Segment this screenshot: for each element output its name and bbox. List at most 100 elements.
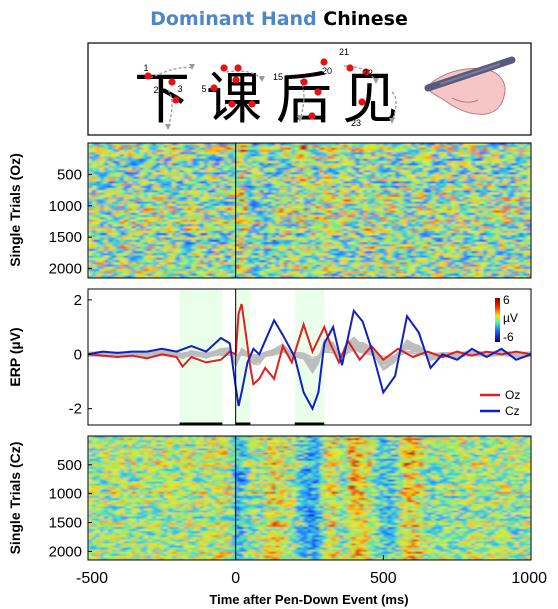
heatmap-cell (319, 163, 325, 167)
heatmap-cell (295, 219, 301, 223)
heatmap-cell (247, 226, 253, 230)
heatmap-cell (463, 161, 468, 164)
heatmap-cell (119, 226, 125, 230)
heatmap-cell (303, 181, 309, 185)
heatmap-cell (363, 226, 368, 230)
heatmap-cell (475, 190, 480, 194)
heatmap-cell (451, 235, 456, 239)
heatmap-cell (487, 179, 492, 182)
heatmap-cell (375, 224, 380, 227)
heatmap-cell (483, 226, 488, 230)
heatmap-cell (331, 235, 337, 239)
heatmap-cell (435, 176, 440, 180)
heatmap-cell (375, 194, 380, 198)
heatmap-cell (191, 154, 197, 158)
heatmap-cell (191, 206, 197, 209)
heatmap-cell (131, 149, 137, 153)
hand-writing-stylus-icon (424, 56, 516, 115)
heatmap-cell (519, 208, 524, 212)
heatmap-cell (475, 183, 480, 187)
heatmap-cell (203, 161, 209, 164)
heatmap-cell (475, 230, 480, 234)
heatmap-cell (103, 179, 109, 182)
heatmap-cell (503, 221, 508, 225)
heatmap-cell (507, 183, 512, 187)
heatmap-cell (211, 221, 217, 225)
heatmap-cell (315, 239, 321, 243)
heatmap-cell (503, 190, 508, 194)
heatmap-cell (155, 188, 161, 191)
heatmap-cell (307, 154, 313, 158)
heatmap-cell (271, 239, 277, 243)
heatmap-cell (271, 228, 277, 232)
heatmap-cell (395, 221, 400, 225)
heatmap-cell (363, 210, 368, 214)
heatmap-cell (203, 156, 209, 160)
heatmap-cell (143, 230, 149, 234)
heatmap-cell (419, 239, 424, 243)
heatmap-cell (387, 194, 392, 198)
heatmap-cell (251, 161, 257, 164)
heatmap-cell (371, 143, 376, 146)
heatmap-cell (499, 208, 504, 212)
heatmap-cell (395, 226, 400, 230)
heatmap-cell (427, 192, 432, 196)
heatmap-cell (371, 158, 376, 162)
heatmap-cell (331, 199, 337, 203)
heatmap-cell (407, 158, 412, 162)
heatmap-cell (343, 181, 349, 185)
heatmap-cell (151, 147, 157, 151)
heatmap-cell (479, 185, 484, 189)
heatmap-cell (239, 163, 245, 167)
heatmap-cell (223, 210, 229, 214)
heatmap-cell (127, 183, 133, 187)
heatmap-cell (439, 197, 444, 200)
heatmap-cell (115, 228, 121, 232)
heatmap-cell (147, 203, 153, 207)
heatmap-cell (131, 233, 137, 236)
heatmap-cell (311, 228, 317, 232)
heatmap-cell (88, 228, 93, 232)
heatmap-cell (375, 210, 380, 214)
heatmap-cell (475, 221, 480, 225)
heatmap-cell (523, 201, 528, 205)
heatmap-cell (455, 190, 460, 194)
heatmap-cell (95, 226, 101, 230)
heatmap-cell (399, 179, 404, 182)
heatmap-cell (371, 172, 376, 176)
heatmap-cell (111, 208, 117, 212)
heatmap-cell (343, 179, 349, 182)
heatmap-cell (175, 165, 181, 169)
heatmap-cell (115, 181, 121, 185)
heatmap-cell (515, 221, 520, 225)
heatmap-cell (319, 154, 325, 158)
heatmap-cell (343, 147, 349, 151)
heatmap-cell (259, 170, 265, 173)
heatmap-cell (103, 161, 109, 164)
heatmap-cell (487, 212, 492, 216)
heatmap-cell (395, 183, 400, 187)
heatmap-cell (347, 212, 352, 216)
heatmap-cell (151, 235, 157, 239)
heatmap-cell (299, 152, 305, 155)
heatmap-cell (127, 188, 133, 191)
heatmap-cell (231, 197, 237, 200)
heatmap-cell (115, 176, 121, 180)
heatmap-cell (235, 190, 241, 194)
heatmap-cell (351, 208, 356, 212)
heatmap-cell (107, 165, 113, 169)
heatmap-cell (151, 190, 157, 194)
heatmap-cell (431, 226, 436, 230)
heatmap-cell (147, 147, 153, 151)
heatmap-cell (111, 226, 117, 230)
heatmap-cell (307, 158, 313, 162)
heatmap-cell (411, 201, 416, 205)
heatmap-cell (243, 217, 249, 221)
heatmap-cell (255, 228, 261, 232)
heatmap-cell (447, 147, 452, 151)
heatmap-cell (439, 206, 444, 209)
heatmap-cell (287, 239, 293, 243)
heatmap-cell (451, 152, 456, 155)
heatmap-cell (163, 145, 169, 149)
heatmap-cell (159, 239, 165, 243)
